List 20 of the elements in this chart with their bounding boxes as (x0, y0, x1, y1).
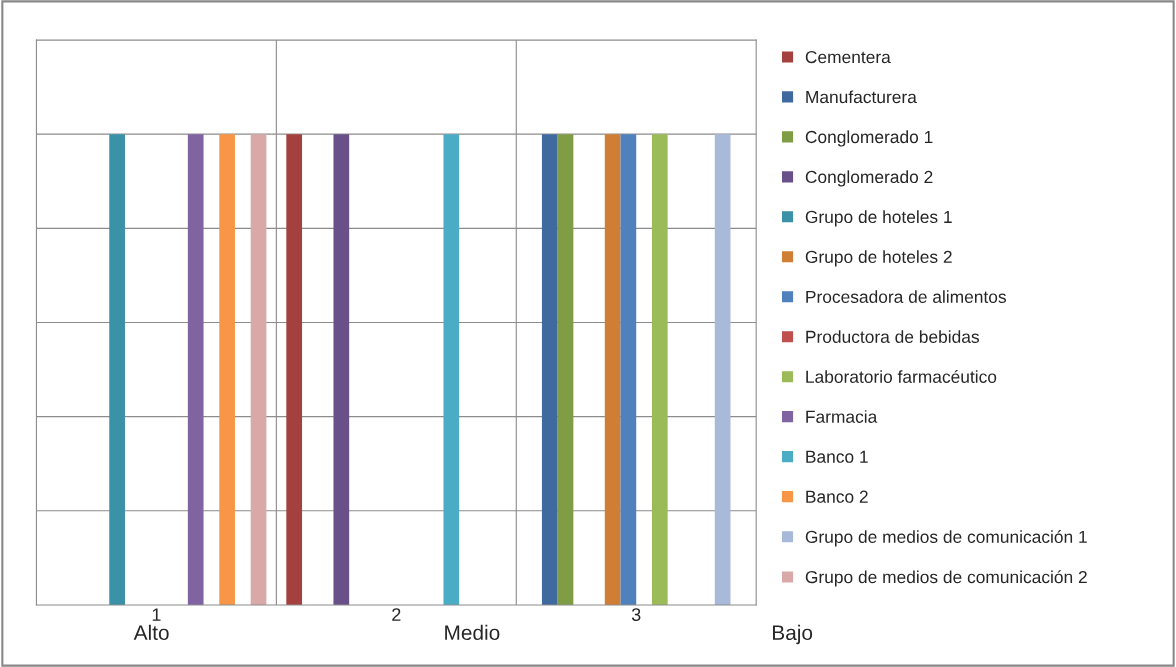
legend-label: Grupo de medios de comunicación 1 (805, 530, 1087, 547)
legend-label: Farmacia (806, 410, 878, 423)
x-tick-label: 1 (152, 608, 161, 621)
legend-label: Grupo de medios de comunicación 2 (805, 570, 1087, 587)
legend-label: Grupo de hoteles 2 (805, 250, 952, 267)
legend-label: Banco 1 (806, 450, 868, 463)
legend-label: Cementera (805, 50, 891, 64)
legend-label: Conglomerado 1 (805, 130, 933, 147)
legend-label: Conglomerado 2 (805, 170, 933, 187)
legend-label: Productora de bebidas (806, 330, 979, 343)
legend-label: Grupo de hoteles 1 (805, 210, 952, 227)
x-tick-label: 2 (392, 608, 401, 621)
text: Alto (133, 624, 169, 641)
legend-label: Banco 2 (806, 490, 868, 503)
legend-label: Procesadora de alimentos (806, 290, 1006, 303)
legend-label: Laboratorio farmacéutico (806, 369, 997, 383)
text: Bajo (773, 624, 813, 645)
text: Medio (445, 624, 500, 641)
legend-label: Manufacturera (806, 90, 917, 104)
x-tick-label: 3 (631, 608, 641, 622)
